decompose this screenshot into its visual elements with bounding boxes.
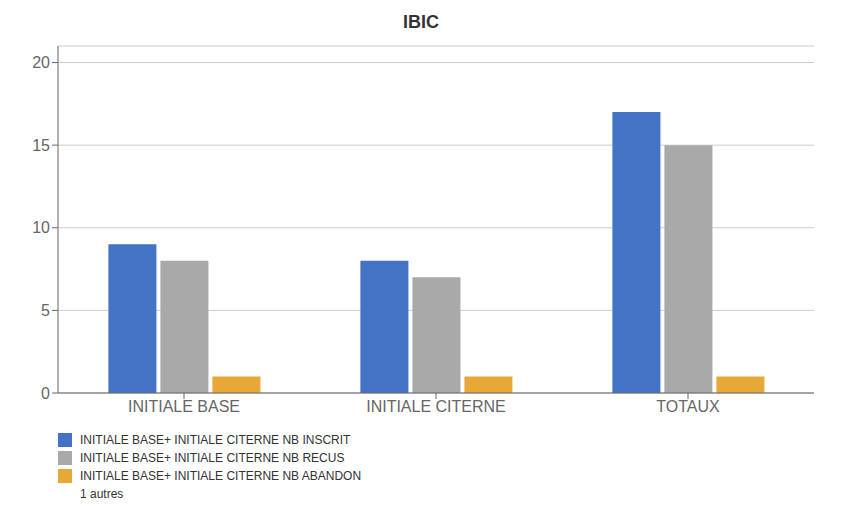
svg-text:INITIALE BASE: INITIALE BASE [128, 398, 240, 415]
svg-text:10: 10 [32, 219, 50, 236]
svg-text:INITIALE CITERNE: INITIALE CITERNE [366, 398, 506, 415]
html-text:INITIALE BASE+ INITIALE CITERN: INITIALE BASE+ INITIALE CITERNE NB INSCR… [80, 433, 351, 447]
html-text:IBIC: IBIC [403, 12, 439, 32]
svg-text:15: 15 [32, 137, 50, 154]
html-text:INITIALE BASE+ INITIALE CITERN: INITIALE BASE+ INITIALE CITERNE NB RECUS [80, 451, 345, 465]
html-text:INITIALE BASE+ INITIALE CITERN: INITIALE BASE+ INITIALE CITERNE NB ABAND… [80, 469, 362, 483]
svg-text:20: 20 [32, 54, 50, 71]
svg-text:5: 5 [41, 302, 50, 319]
svg-text:TOTAUX: TOTAUX [656, 398, 720, 415]
svg-text:0: 0 [41, 385, 50, 402]
html-text:1 autres: 1 autres [80, 487, 124, 501]
